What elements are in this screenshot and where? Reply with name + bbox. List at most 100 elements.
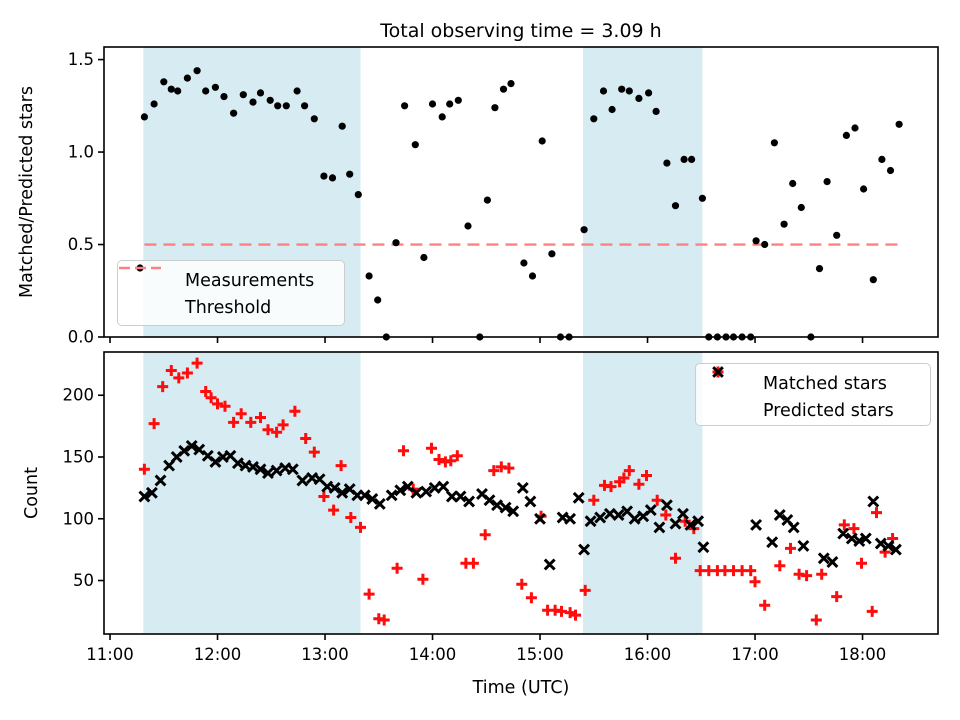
data-point [680,155,688,163]
data-point [220,93,228,101]
data-point [230,109,238,117]
data-point [618,85,626,93]
x-axis-ticks [109,337,864,343]
data-point [520,259,528,267]
data-point [202,87,210,95]
data-point [183,74,191,82]
data-point [797,203,805,212]
data-point [293,87,301,95]
data-point [483,196,491,204]
data-point [761,240,769,249]
data-point [645,89,653,97]
data-point [464,222,472,230]
data-point [211,83,219,91]
data-point [167,85,175,93]
data-point [780,220,788,228]
data-point [652,107,660,115]
x-tick-label: 13:00 [301,645,349,664]
data-point [320,172,328,180]
data-point [698,194,707,202]
data-point [538,137,546,145]
data-point [282,102,290,110]
data-point [160,78,168,86]
y-tick-label: 150 [63,447,95,466]
data-point [491,104,499,112]
data-point [895,120,903,128]
data-point [438,113,446,121]
axes-spines [103,351,939,635]
x-tick-label: 17:00 [731,645,779,664]
y-tick-label: 1.5 [68,50,94,69]
data-point [671,202,680,210]
data-point [770,139,779,147]
data-point [374,296,382,304]
highlight-region [143,352,361,634]
data-point [860,185,868,193]
data-point [823,178,831,186]
axes-spines [103,46,939,338]
data-point [608,105,616,114]
x-axis-ticks: 11:00 12:00 13:00 14:00 15:00 16:00 17:00 18:00 [86,634,886,664]
data-point [815,265,824,273]
data-point [851,124,859,132]
data-point [499,85,508,93]
data-point [428,100,437,108]
data-point [266,96,274,104]
data-point [886,166,895,175]
data-point [150,100,158,108]
x-tick-label: 11:00 [86,645,134,664]
bottom-legend: Matched stars Predicted stars [695,363,931,426]
data-point [842,131,851,139]
y-tick-label: 0.0 [68,328,94,347]
data-point [528,272,537,280]
data-point [625,87,633,95]
legend-entry-threshold: Threshold [118,266,344,321]
data-point [420,253,428,262]
data-point [274,102,282,110]
data-point [507,80,515,88]
data-point [663,159,671,167]
data-point [590,115,598,123]
data-point [446,100,454,108]
data-point [310,115,318,123]
data-points-path [138,439,902,571]
data-point [789,179,797,188]
top-legend: Measurements Threshold [117,260,345,326]
y-tick-label: 100 [63,509,95,528]
data-point [338,122,346,130]
data-point [635,94,643,102]
y-tick-label: 0.5 [68,235,94,254]
series-matched-stars [138,357,899,626]
data-point [239,91,247,99]
data-point [354,191,362,199]
legend-label: Matched stars [763,373,887,394]
data-point [580,226,588,234]
data-point [548,250,556,258]
data-point [599,87,608,95]
x-tick-label: 12:00 [194,645,242,664]
x-tick-label: 16:00 [624,645,672,664]
data-points-path [138,357,899,626]
highlight-region [583,47,703,337]
y-axis-ticks: 0.0 0.5 1.0 1.5 [68,50,104,347]
data-point [346,170,354,178]
data-point [256,89,265,97]
bottom-y-axis-label: Count [22,467,42,519]
data-point [869,276,877,284]
y-tick-label: 200 [63,386,95,405]
legend-label: Measurements [185,270,315,291]
data-point [833,231,841,239]
y-tick-label: 50 [73,571,94,590]
legend-label: Threshold [185,297,272,318]
x-tick-label: 15:00 [516,645,564,664]
data-point [301,102,309,110]
data-point [365,272,373,280]
data-point [878,155,886,163]
data-point [249,98,257,106]
top-y-axis-label: Matched/Predicted stars [17,86,37,298]
chart-title: Total observing time = 3.09 h [380,20,662,42]
x-tick-label: 18:00 [839,645,887,664]
data-point [392,239,400,247]
